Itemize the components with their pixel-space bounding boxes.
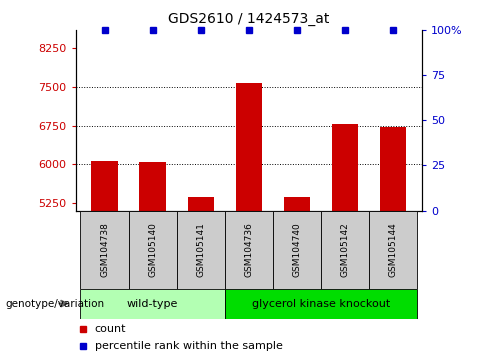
Bar: [369, 211, 417, 289]
Title: GDS2610 / 1424573_at: GDS2610 / 1424573_at: [168, 12, 329, 26]
Bar: [177, 211, 225, 289]
Bar: [128, 211, 177, 289]
Text: GSM105140: GSM105140: [148, 222, 157, 277]
Bar: [225, 289, 417, 319]
Text: count: count: [95, 324, 126, 333]
Text: GSM105144: GSM105144: [389, 222, 398, 277]
Bar: [273, 211, 321, 289]
Bar: [81, 211, 128, 289]
Bar: [284, 197, 310, 211]
Text: percentile rank within the sample: percentile rank within the sample: [95, 341, 283, 351]
Text: glycerol kinase knockout: glycerol kinase knockout: [252, 298, 390, 309]
Bar: [81, 289, 225, 319]
Text: GSM105142: GSM105142: [341, 222, 349, 277]
Bar: [225, 211, 273, 289]
Text: wild-type: wild-type: [127, 298, 178, 309]
Text: genotype/variation: genotype/variation: [5, 298, 104, 309]
Bar: [236, 83, 262, 211]
Bar: [140, 162, 166, 211]
Text: GSM104738: GSM104738: [100, 222, 109, 277]
Bar: [332, 125, 358, 211]
Bar: [187, 197, 214, 211]
Text: GSM104736: GSM104736: [244, 222, 253, 277]
Text: GSM104740: GSM104740: [292, 222, 302, 277]
Bar: [91, 161, 118, 211]
Bar: [380, 127, 407, 211]
Bar: [321, 211, 369, 289]
Text: GSM105141: GSM105141: [196, 222, 205, 277]
